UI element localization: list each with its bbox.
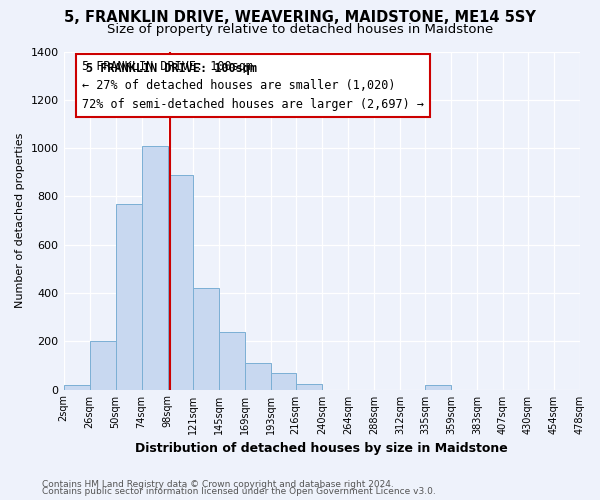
Text: 5 FRANKLIN DRIVE: 100sqm: 5 FRANKLIN DRIVE: 100sqm (86, 62, 257, 74)
Bar (89, 342, 116, 390)
X-axis label: Distribution of detached houses by size in Maidstone: Distribution of detached houses by size … (136, 442, 508, 455)
Text: 5, FRANKLIN DRIVE, WEAVERING, MAIDSTONE, ME14 5SY: 5, FRANKLIN DRIVE, WEAVERING, MAIDSTONE,… (64, 10, 536, 25)
Bar (271, 372, 296, 390)
Bar (116, 204, 142, 390)
Bar (64, 384, 89, 390)
Text: Size of property relative to detached houses in Maidstone: Size of property relative to detached ho… (107, 22, 493, 36)
Text: Contains HM Land Registry data © Crown copyright and database right 2024.: Contains HM Land Registry data © Crown c… (42, 480, 394, 489)
Bar (193, 288, 218, 390)
Bar (296, 384, 322, 390)
Text: 5 FRANKLIN DRIVE: 100sqm
← 27% of detached houses are smaller (1,020)
72% of sem: 5 FRANKLIN DRIVE: 100sqm ← 27% of detach… (82, 60, 424, 111)
Text: Contains public sector information licensed under the Open Government Licence v3: Contains public sector information licen… (42, 487, 436, 496)
Bar (245, 363, 271, 390)
Bar (142, 146, 168, 390)
Y-axis label: Number of detached properties: Number of detached properties (15, 133, 25, 308)
Bar (168, 174, 193, 390)
Bar (218, 332, 245, 390)
Bar (425, 384, 451, 390)
